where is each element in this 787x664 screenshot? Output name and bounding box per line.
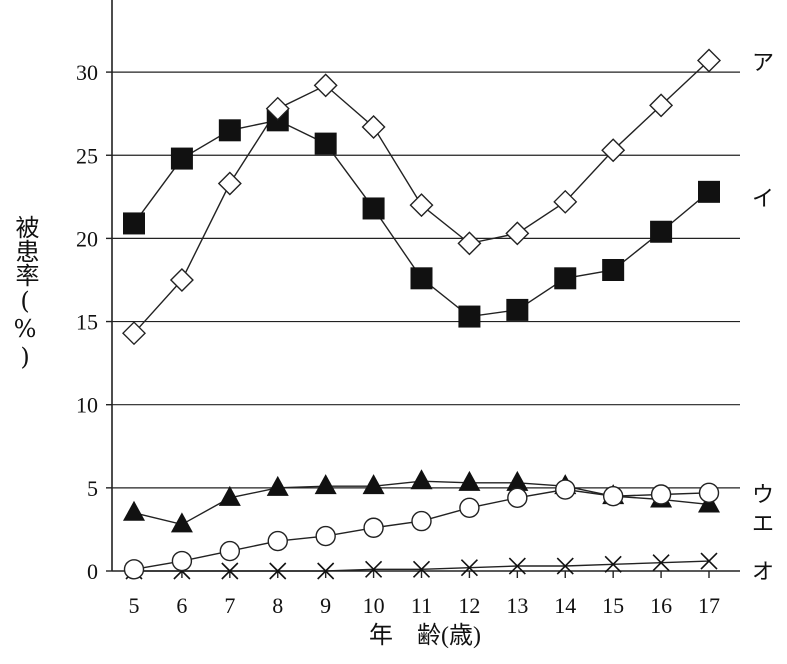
data-point <box>457 231 482 256</box>
data-point <box>313 73 338 98</box>
series-layer <box>122 48 721 580</box>
data-point <box>650 484 672 505</box>
series-label: オ <box>752 559 774 584</box>
data-point <box>122 321 146 346</box>
x-tick-label: 8 <box>272 593 283 618</box>
data-point <box>649 93 674 118</box>
y-tick-label: 5 <box>87 476 98 501</box>
data-point <box>363 517 384 538</box>
data-point <box>506 470 529 491</box>
data-point <box>411 510 432 532</box>
data-point <box>505 221 530 246</box>
data-point <box>460 559 478 577</box>
data-point <box>123 500 145 521</box>
series-markers <box>122 48 721 580</box>
data-point <box>506 298 529 321</box>
data-point <box>170 512 193 533</box>
data-point <box>697 48 721 73</box>
data-point <box>123 559 145 580</box>
x-tick-label: 7 <box>224 593 235 618</box>
data-point <box>314 474 337 495</box>
data-point <box>602 485 624 507</box>
y-tick-label: 20 <box>76 226 98 251</box>
data-point <box>219 540 241 562</box>
data-point <box>458 470 481 491</box>
data-point <box>217 171 242 196</box>
series-label: エ <box>752 511 774 536</box>
data-point <box>171 550 193 572</box>
x-tick-label: 11 <box>411 593 432 618</box>
data-point <box>218 119 241 142</box>
data-point <box>315 525 336 547</box>
data-point <box>314 132 337 155</box>
data-point <box>410 469 433 490</box>
data-point <box>604 555 622 573</box>
data-point <box>700 552 718 570</box>
series-markers-1 <box>122 48 721 346</box>
data-point <box>365 560 383 578</box>
x-tick-label: 5 <box>129 593 140 618</box>
grid-lines <box>112 71 740 489</box>
data-point <box>170 147 193 170</box>
data-point <box>410 267 433 290</box>
data-point <box>218 485 241 506</box>
data-point <box>602 258 625 281</box>
data-point <box>123 212 145 235</box>
y-tick-label: 0 <box>87 559 98 584</box>
x-tick-label: 14 <box>554 593 576 618</box>
data-point <box>317 562 335 580</box>
data-point <box>266 475 289 496</box>
x-tick-label: 12 <box>458 593 480 618</box>
data-point <box>555 479 576 500</box>
x-tick-label: 15 <box>602 593 624 618</box>
series-label: イ <box>752 186 774 211</box>
x-axis-title: 年 齢(歳) <box>369 622 481 649</box>
data-point <box>267 530 288 552</box>
y-axis-title: 被患率(%) <box>11 215 39 371</box>
y-tick-label: 10 <box>76 393 98 418</box>
data-point <box>409 193 434 218</box>
data-point <box>507 487 528 509</box>
y-tick-labels: 0 5 10 15 20 25 30 <box>76 60 112 584</box>
series-markers-3 <box>123 479 720 580</box>
data-point <box>412 560 431 578</box>
x-tick-label: 6 <box>176 593 187 618</box>
data-point <box>553 189 578 214</box>
data-point <box>698 482 720 504</box>
data-point <box>169 267 194 292</box>
x-tick-label: 9 <box>320 593 331 618</box>
data-point <box>362 197 385 220</box>
y-tick-label: 30 <box>76 60 98 85</box>
data-point <box>652 554 670 572</box>
data-point <box>554 267 577 290</box>
x-tick-label: 16 <box>650 593 672 618</box>
data-point <box>698 180 720 203</box>
x-tick-label: 17 <box>698 593 720 618</box>
data-point <box>269 562 287 580</box>
data-point <box>362 474 385 495</box>
data-point <box>221 562 239 580</box>
data-point <box>650 220 673 243</box>
series-label: ウ <box>752 482 774 507</box>
data-point <box>601 138 626 163</box>
series-label: ア <box>752 50 774 75</box>
x-tick-label: 10 <box>363 593 385 618</box>
data-point <box>459 497 480 519</box>
y-tick-label: 15 <box>76 310 98 335</box>
y-tick-label: 25 <box>76 143 98 168</box>
x-tick-labels: 5 6 7 8 9 10 11 12 13 14 15 16 17 <box>129 571 720 618</box>
data-point <box>508 557 526 575</box>
data-point <box>361 114 386 139</box>
data-point <box>556 557 574 575</box>
x-tick-label: 13 <box>506 593 528 618</box>
data-point <box>265 96 290 121</box>
data-point <box>458 305 481 328</box>
